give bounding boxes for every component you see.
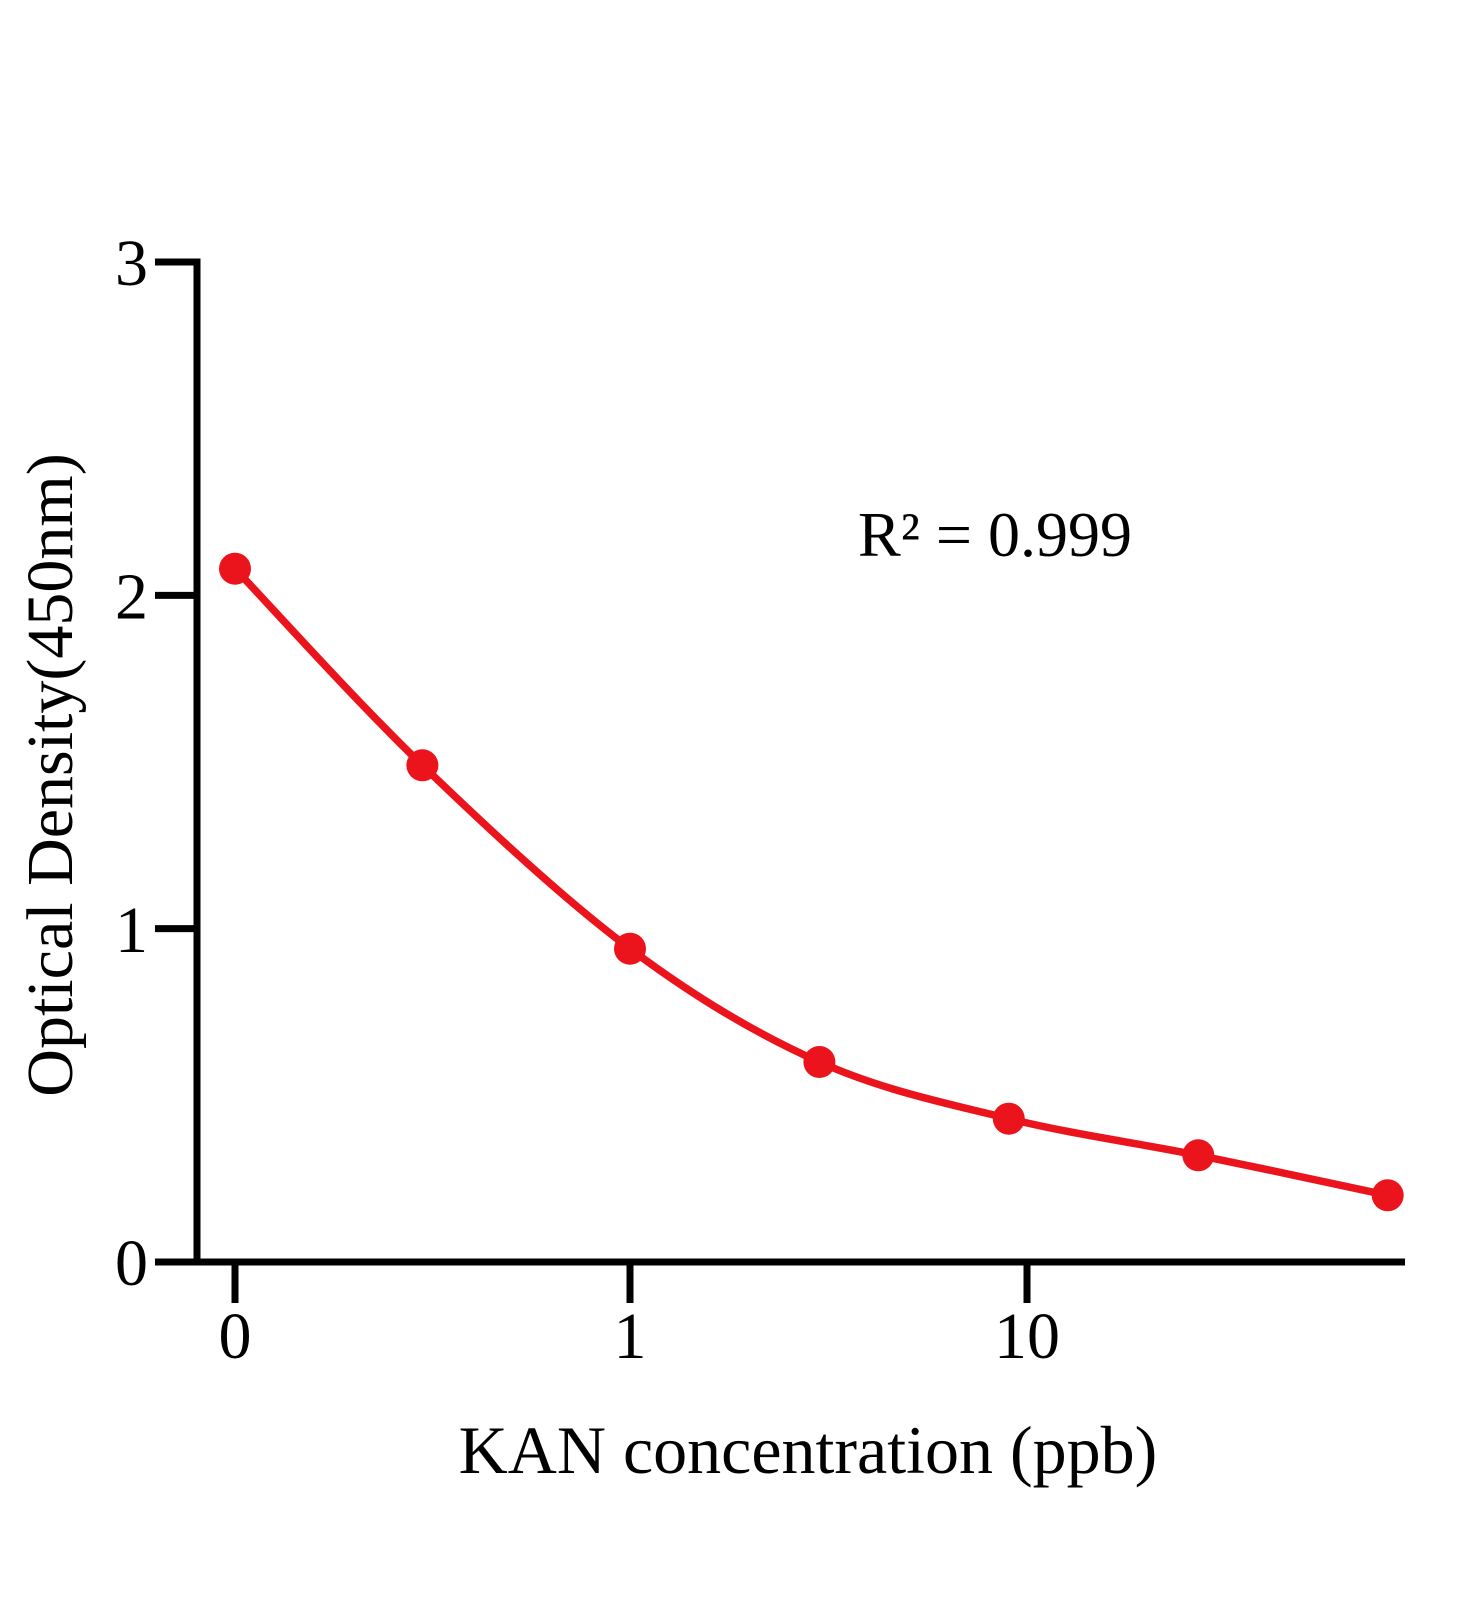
y-axis-title: Optical Density(450nm) — [14, 453, 87, 1096]
x-tick-label: 10 — [994, 1300, 1060, 1373]
r-squared-annotation: R² = 0.999 — [858, 499, 1132, 570]
y-tick-label: 0 — [115, 1227, 148, 1300]
data-point — [219, 552, 251, 585]
data-point — [406, 749, 439, 782]
x-tick-label: 1 — [614, 1300, 647, 1373]
y-tick-label: 3 — [115, 227, 148, 300]
x-axis-title: KAN concentration (ppb) — [459, 1412, 1158, 1488]
x-tick-label: 0 — [219, 1300, 252, 1373]
data-point — [992, 1102, 1025, 1135]
data-point — [614, 932, 646, 965]
data-point — [1371, 1179, 1404, 1212]
y-tick-label: 2 — [115, 560, 148, 633]
y-tick-label: 1 — [115, 894, 148, 967]
fit-curve — [231, 564, 1392, 1200]
data-point — [1182, 1139, 1215, 1172]
plot-area: 0 1 2 3 0 1 10 — [115, 227, 1405, 1373]
data-point — [803, 1046, 836, 1078]
